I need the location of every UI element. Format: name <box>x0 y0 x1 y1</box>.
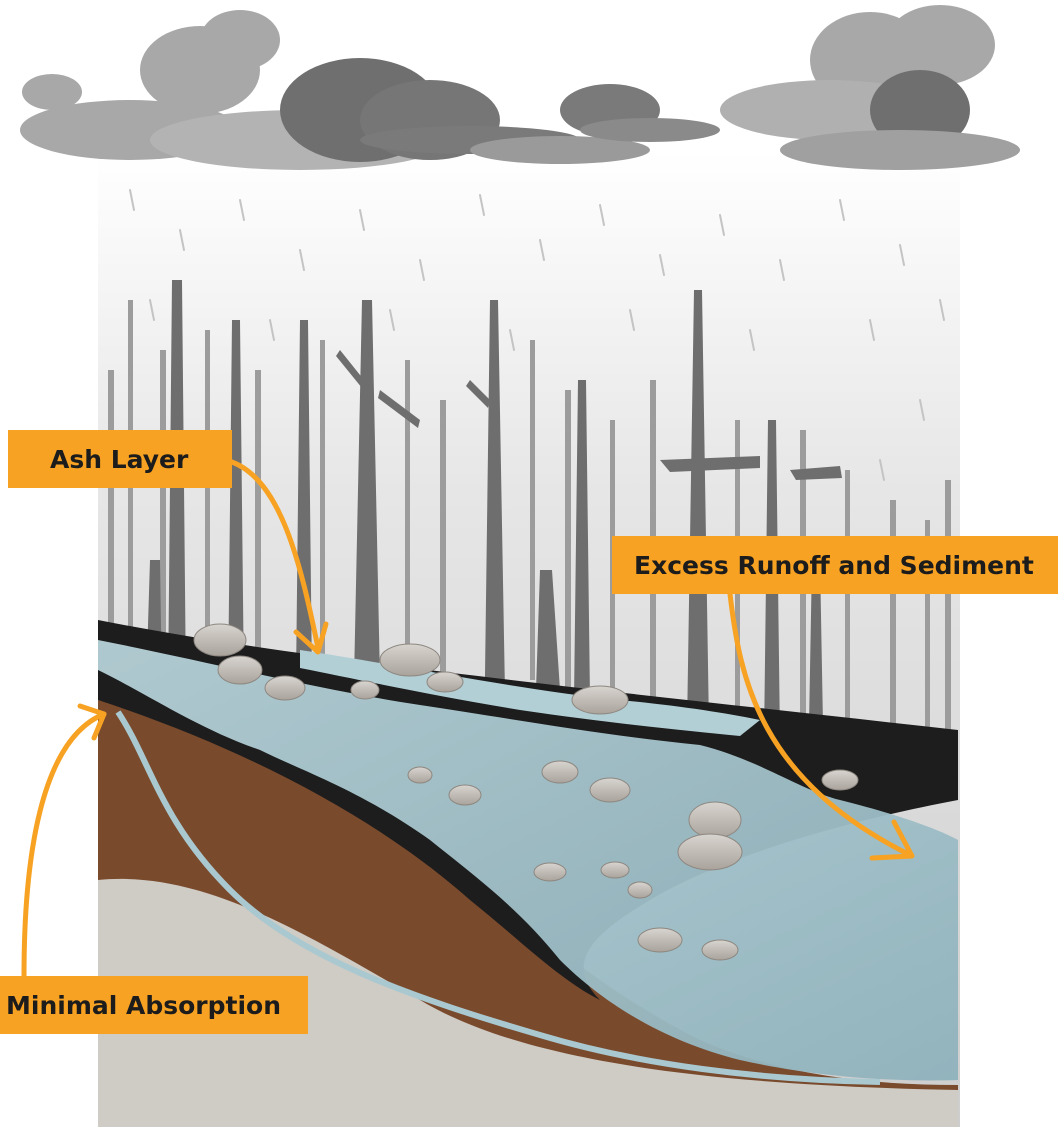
absorbed-water-line <box>115 710 881 1085</box>
runoff-arrowhead <box>869 819 915 861</box>
bedrock-layer <box>98 878 958 1127</box>
absorption-arrowhead <box>77 703 107 741</box>
excess-runoff-label: Excess Runoff and Sediment <box>612 536 1058 594</box>
rocks <box>193 623 859 961</box>
surface-runoff <box>98 640 958 1081</box>
ash-layer-label: Ash Layer <box>8 430 232 488</box>
annotation-arrows <box>21 459 915 979</box>
rain <box>129 189 945 481</box>
burned-trees-foreground <box>146 280 842 790</box>
minimal-absorption-label: Minimal Absorption <box>0 976 308 1034</box>
ash-layer-arrowhead <box>293 621 329 655</box>
soil-layer <box>98 700 958 1090</box>
absorption-arrow <box>21 711 107 979</box>
ash-layer-arrow <box>229 459 321 651</box>
clouds <box>20 5 1020 170</box>
runoff-arrow <box>727 591 913 858</box>
